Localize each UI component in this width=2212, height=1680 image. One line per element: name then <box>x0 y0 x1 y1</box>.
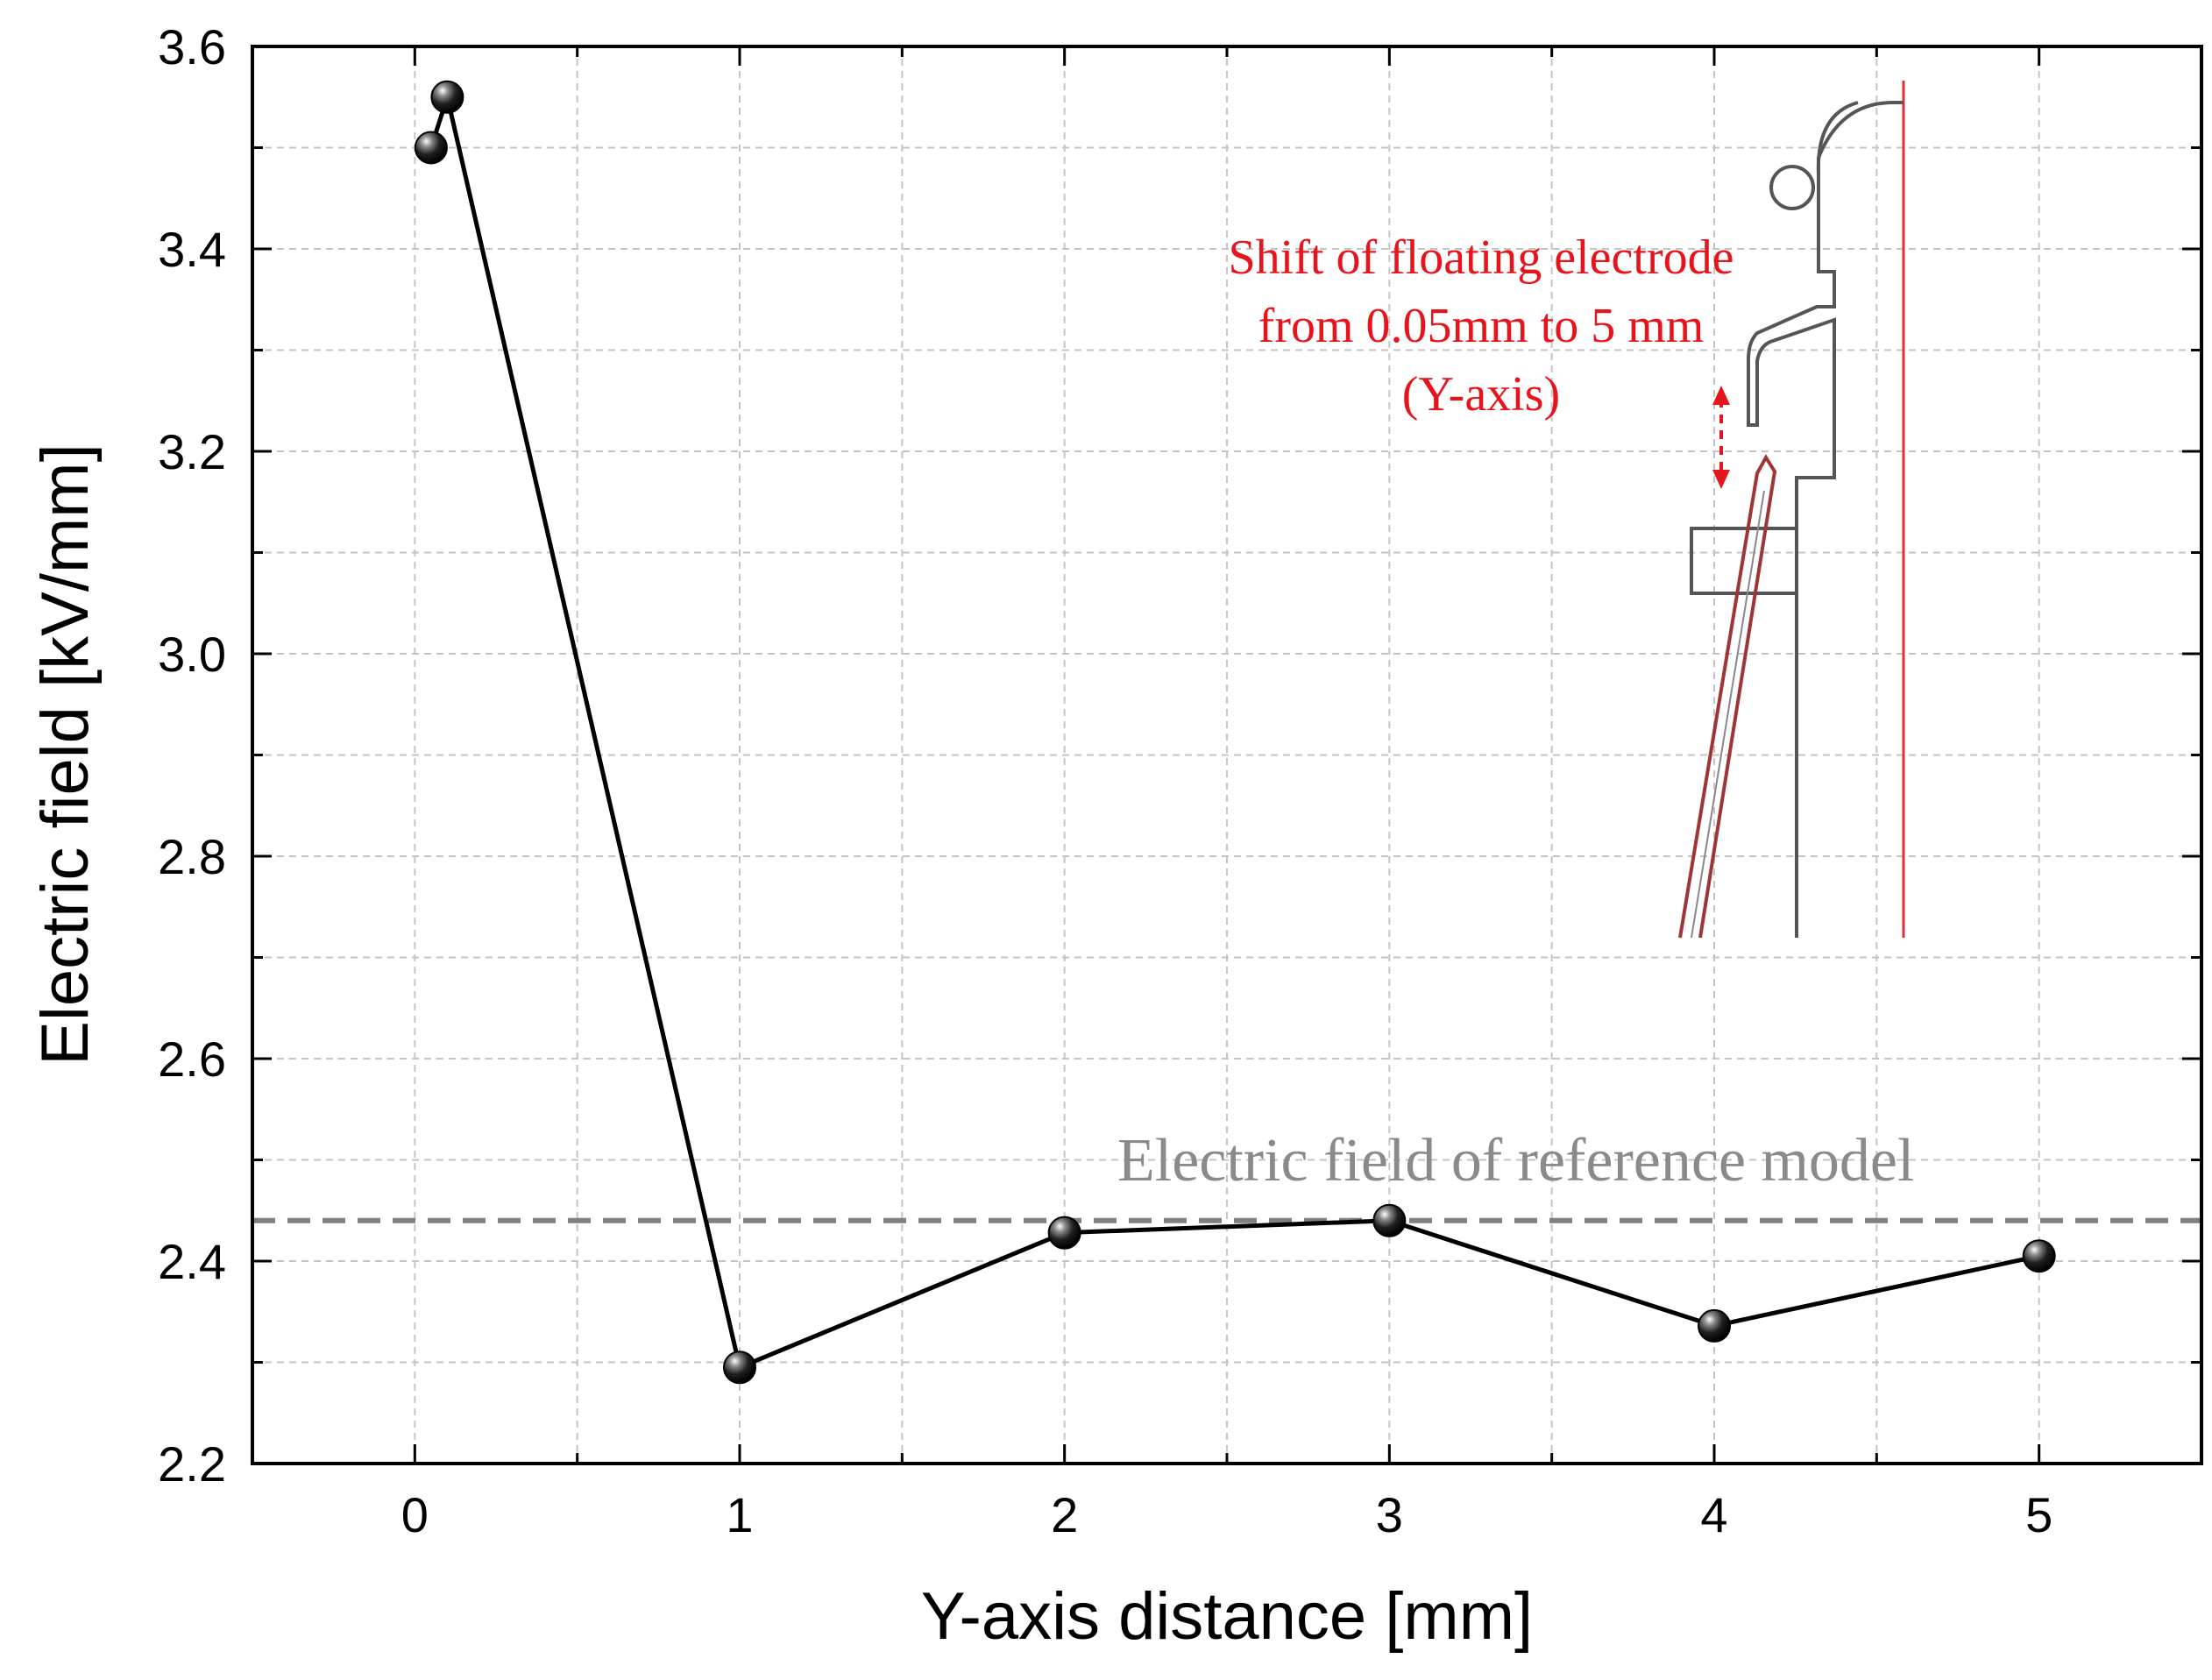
inset-schematic: Shift of floating electrode from 0.05mm … <box>1229 81 1905 939</box>
data-point <box>1372 1203 1407 1237</box>
series-group <box>414 80 2056 1385</box>
inset-label-line-3: (Y-axis) <box>1402 367 1560 422</box>
tick-labels: 0 1 2 3 4 5 2.2 2.4 2.6 2.8 3.0 3.2 3.4 3.6 <box>158 19 2052 1542</box>
inset-floating-electrode <box>1678 454 1777 939</box>
axis-ticks <box>252 46 2201 1464</box>
data-point <box>430 80 464 114</box>
inset-shift-arrow-up-icon <box>1712 386 1730 405</box>
x-tick-label: 1 <box>726 1487 753 1542</box>
y-tick-label: 3.0 <box>158 627 226 682</box>
y-tick-label: 2.2 <box>158 1436 226 1492</box>
y-axis-title: Electric field [kV/mm] <box>28 443 103 1065</box>
x-tick-label: 3 <box>1376 1487 1403 1542</box>
y-tick-label: 3.4 <box>158 222 226 277</box>
y-tick-label: 3.2 <box>158 424 226 479</box>
data-point <box>2022 1239 2056 1273</box>
y-tick-label: 3.6 <box>158 19 226 74</box>
inset-structure-outline <box>1747 101 1904 938</box>
data-point <box>414 131 448 165</box>
reference-line-label: Electric field of reference model <box>1117 1127 1914 1194</box>
data-point <box>1047 1216 1081 1250</box>
inset-label-line-2: from 0.05mm to 5 mm <box>1258 299 1705 353</box>
data-point <box>723 1350 756 1385</box>
inset-insulator-block <box>1690 527 1797 595</box>
inset-label-line-1: Shift of floating electrode <box>1229 230 1734 285</box>
y-tick-label: 2.6 <box>158 1031 226 1087</box>
inset-ring-electrode <box>1769 165 1815 210</box>
inset-top-arc <box>1816 101 1859 176</box>
x-tick-label: 4 <box>1700 1487 1727 1542</box>
x-tick-label: 2 <box>1051 1487 1078 1542</box>
x-tick-label: 0 <box>401 1487 429 1542</box>
y-tick-label: 2.8 <box>158 829 226 884</box>
gridlines <box>252 46 2201 1464</box>
inset-shift-arrow-down-icon <box>1712 470 1730 489</box>
x-axis-title: Y-axis distance [mm] <box>921 1579 1533 1654</box>
x-tick-label: 5 <box>2025 1487 2052 1542</box>
data-point <box>1698 1308 1731 1343</box>
inset-floating-electrode-inner <box>1691 490 1765 939</box>
y-tick-label: 2.4 <box>158 1234 226 1289</box>
